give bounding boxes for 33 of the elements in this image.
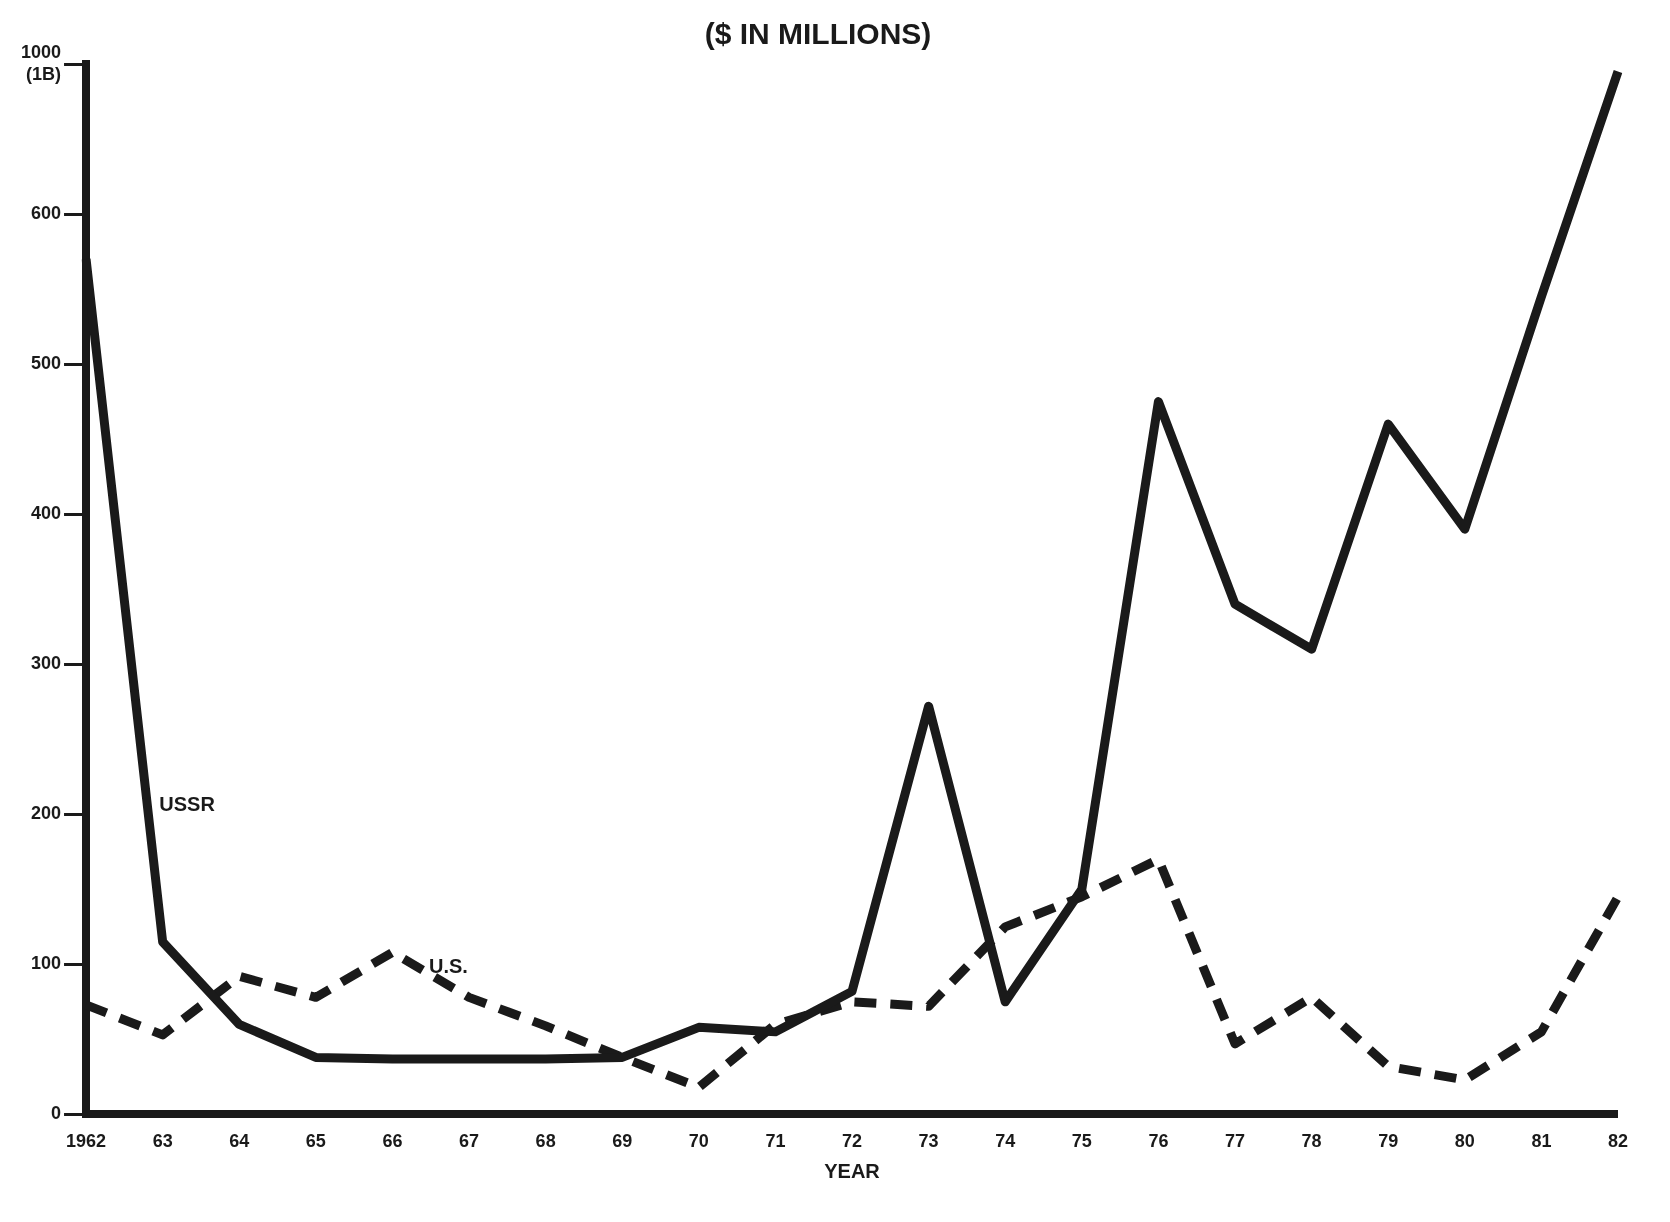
- x-tick-label: 76: [1148, 1131, 1169, 1152]
- x-tick-label: 80: [1454, 1131, 1475, 1152]
- x-axis-title: YEAR: [824, 1159, 881, 1182]
- x-tick-label: 75: [1071, 1131, 1092, 1152]
- x-tick-label: 73: [918, 1131, 939, 1152]
- x-tick-label: 1962: [66, 1131, 107, 1152]
- x-tick-label: 70: [688, 1131, 709, 1152]
- x-tick-label: 79: [1378, 1131, 1399, 1152]
- x-tick-label: 72: [842, 1131, 863, 1152]
- series-label: U.S.: [429, 954, 468, 977]
- x-tick-label: 65: [305, 1131, 326, 1152]
- x-tick-label: 63: [152, 1131, 173, 1152]
- y-tick-label: 1000 (1B): [21, 42, 62, 84]
- series-label: USSR: [159, 792, 216, 815]
- y-tick-label: 200: [31, 803, 62, 824]
- x-tick-label: 78: [1301, 1131, 1322, 1152]
- x-tick-label: 81: [1531, 1131, 1552, 1152]
- x-tick-label: 74: [995, 1131, 1016, 1152]
- x-tick-label: 64: [229, 1131, 250, 1152]
- y-tick-label: 500: [31, 353, 62, 374]
- y-tick-label: 100: [31, 953, 62, 974]
- y-tick-label: 400: [31, 503, 62, 524]
- x-tick-label: 69: [612, 1131, 633, 1152]
- x-tick-label: 71: [765, 1131, 786, 1152]
- chart-title: ($ IN MILLIONS): [704, 17, 932, 51]
- y-tick-label: 600: [31, 203, 62, 224]
- x-tick-label: 77: [1225, 1131, 1246, 1152]
- y-tick-label: 0: [51, 1103, 62, 1124]
- x-tick-label: 67: [459, 1131, 480, 1152]
- y-tick-label: 300: [31, 653, 62, 674]
- x-tick-label: 66: [382, 1131, 403, 1152]
- x-tick-label: 82: [1607, 1131, 1629, 1152]
- x-tick-label: 68: [535, 1131, 556, 1152]
